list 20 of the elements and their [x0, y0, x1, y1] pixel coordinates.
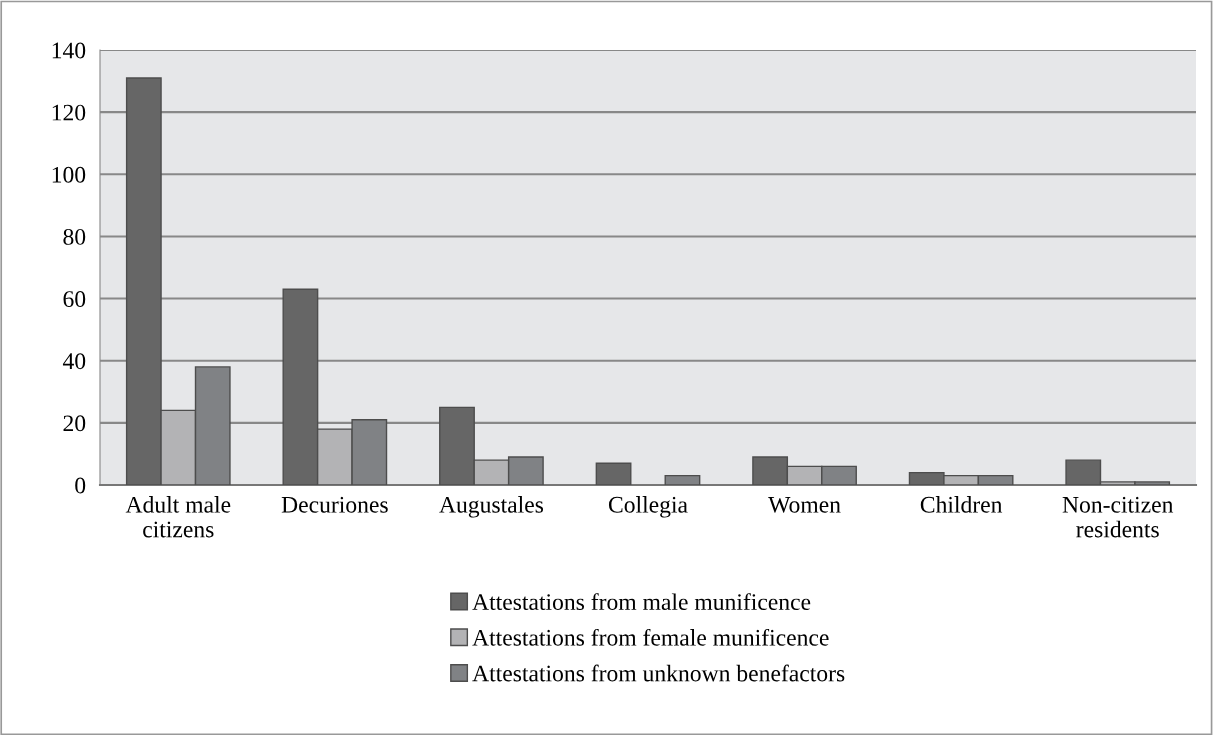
y-tick-label: 60	[63, 291, 86, 307]
x-tick-label: Children	[920, 496, 1003, 513]
bar	[595, 462, 632, 485]
legend-label: Attestations from unknown benefactors	[472, 664, 845, 682]
x-tick-label: Non-citizen residents	[1062, 496, 1174, 538]
legend-label: Attestations from male munificence	[472, 593, 811, 611]
y-tick-label: 80	[63, 228, 86, 245]
legend-label: Attestations from female munificence	[472, 628, 829, 646]
x-tick-label: Women	[768, 497, 841, 513]
y-tick-label: 100	[52, 166, 86, 183]
y-tick-label: 0	[75, 477, 86, 494]
y-tick-label: 120	[52, 104, 86, 121]
x-tick-label: Augustales	[439, 496, 544, 518]
y-tick-label: 140	[52, 42, 86, 59]
x-tick-label: Decuriones	[281, 496, 388, 513]
x-tick-label: Collegia	[608, 496, 688, 518]
y-tick-label: 40	[62, 353, 86, 370]
bar	[664, 474, 701, 485]
x-tick-label: Adult male citizens	[125, 496, 231, 538]
y-tick-label: 20	[63, 415, 86, 432]
